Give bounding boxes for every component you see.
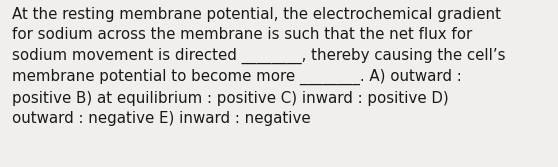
Text: At the resting membrane potential, the electrochemical gradient
for sodium acros: At the resting membrane potential, the e… (12, 7, 506, 126)
